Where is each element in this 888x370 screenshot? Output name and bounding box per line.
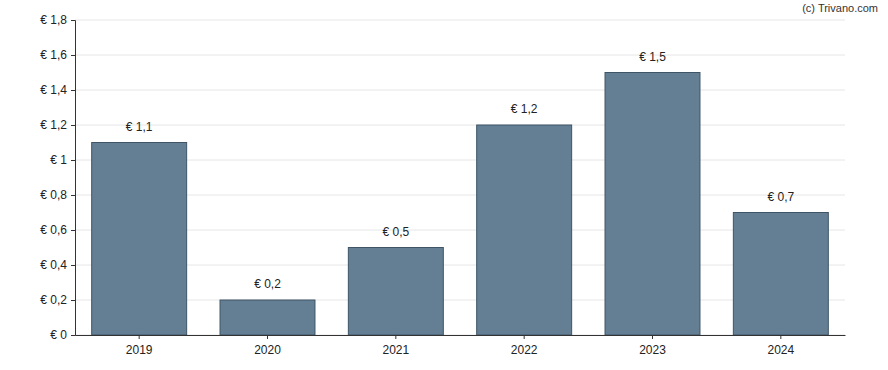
data-label: € 1,2 xyxy=(511,102,538,116)
bar xyxy=(477,125,572,335)
grid-line xyxy=(75,125,845,126)
y-axis: € 0 € 0,2 € 0,4 € 0,6 € 0,8 € 1 € 1,2 € 1,4 € 1,… xyxy=(40,13,75,342)
tick-mark xyxy=(395,335,396,339)
tick-label: € 1 xyxy=(50,153,67,167)
tick-label: € 0,8 xyxy=(40,188,67,202)
tick: € 0,8 xyxy=(40,188,75,202)
tick: € 1,6 xyxy=(40,48,75,62)
tick-label: 2024 xyxy=(767,343,794,357)
tick-mark xyxy=(267,335,268,339)
tick: € 1 xyxy=(50,153,75,167)
tick: € 1,8 xyxy=(40,13,75,27)
tick-label: € 0,2 xyxy=(40,293,67,307)
tick-mark xyxy=(139,335,140,339)
data-label: € 1,5 xyxy=(639,50,666,64)
data-labels: € 1,1 € 0,2 € 0,5 € 1,2 € 1,5 € 0,7 xyxy=(126,50,795,292)
tick-label: 2023 xyxy=(639,343,666,357)
grid-line xyxy=(75,55,845,56)
tick-mark xyxy=(652,335,653,339)
grid xyxy=(75,20,845,335)
x-axis: 2019 2020 2021 2022 2023 2024 xyxy=(76,335,846,357)
tick-mark xyxy=(71,230,75,231)
bar xyxy=(92,143,187,336)
tick-mark xyxy=(71,300,75,301)
tick-label: € 1,2 xyxy=(40,118,67,132)
tick: 2020 xyxy=(254,335,281,357)
tick-mark xyxy=(71,20,75,21)
grid-line xyxy=(75,335,845,336)
grid-line xyxy=(75,265,845,266)
tick: 2021 xyxy=(382,335,409,357)
tick: 2024 xyxy=(767,335,794,357)
bar xyxy=(220,300,315,335)
tick-label: 2022 xyxy=(511,343,538,357)
grid-line xyxy=(75,90,845,91)
axis-line xyxy=(71,21,76,336)
bar xyxy=(733,213,828,336)
tick-mark xyxy=(71,90,75,91)
tick: € 0,2 xyxy=(40,293,75,307)
tick-mark xyxy=(71,195,75,196)
tick-mark xyxy=(71,335,75,336)
data-label: € 1,1 xyxy=(126,120,153,134)
tick-mark xyxy=(524,335,525,339)
tick-label: € 1,8 xyxy=(40,13,67,27)
chart: € 0 € 0,2 € 0,4 € 0,6 € 0,8 € 1 € 1,2 € 1,4 € 1,… xyxy=(0,0,888,370)
tick: 2019 xyxy=(126,335,153,357)
tick: 2022 xyxy=(511,335,538,357)
grid-line xyxy=(75,300,845,301)
axis-line xyxy=(76,335,846,336)
tick: € 0 xyxy=(50,328,75,342)
grid-line xyxy=(75,160,845,161)
grid-line xyxy=(75,230,845,231)
tick-mark xyxy=(71,125,75,126)
bars xyxy=(92,73,829,336)
data-label: € 0,7 xyxy=(767,190,794,204)
bar xyxy=(605,73,700,336)
tick-mark xyxy=(71,160,75,161)
bar xyxy=(348,248,443,336)
data-label: € 0,2 xyxy=(254,277,281,291)
tick-label: 2019 xyxy=(126,343,153,357)
tick-label: € 1,6 xyxy=(40,48,67,62)
tick-mark xyxy=(71,265,75,266)
tick: € 0,6 xyxy=(40,223,75,237)
tick-label: 2021 xyxy=(382,343,409,357)
tick-label: € 0 xyxy=(50,328,67,342)
data-label: € 0,5 xyxy=(382,225,409,239)
tick-mark xyxy=(71,55,75,56)
tick-label: € 1,4 xyxy=(40,83,67,97)
tick: 2023 xyxy=(639,335,666,357)
tick-label: € 0,6 xyxy=(40,223,67,237)
tick: € 1,2 xyxy=(40,118,75,132)
credit: (c) Trivano.com xyxy=(802,2,878,14)
tick-mark xyxy=(780,335,781,339)
tick-label: 2020 xyxy=(254,343,281,357)
tick: € 0,4 xyxy=(40,258,75,272)
tick-label: € 0,4 xyxy=(40,258,67,272)
grid-line xyxy=(75,20,845,21)
grid-line xyxy=(75,195,845,196)
tick: € 1,4 xyxy=(40,83,75,97)
